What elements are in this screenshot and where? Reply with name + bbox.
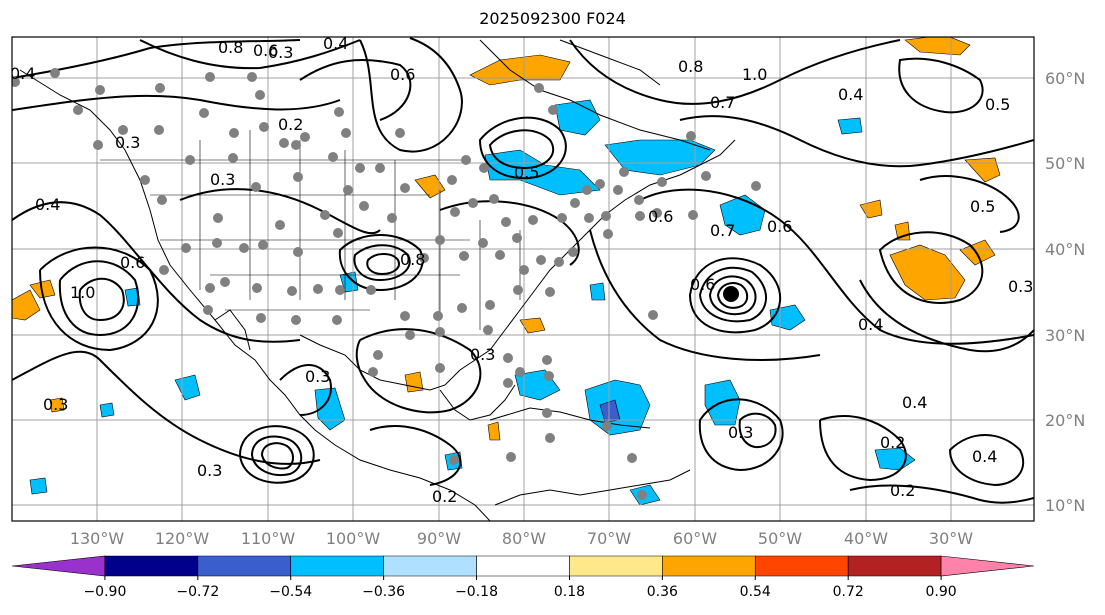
colorbar-segment [662, 555, 756, 577]
contour-label: 0.5 [514, 163, 539, 182]
contour-label: 0.3 [197, 461, 222, 480]
colorbar-tick-label: −0.72 [176, 584, 219, 600]
contour-label: 0.6 [120, 253, 145, 272]
colorbar-segment [197, 555, 292, 577]
contour-label: 0.5 [985, 95, 1010, 114]
contour-label: 0.8 [218, 38, 243, 57]
low-center-dot [723, 286, 739, 302]
lon-label: 30°W [929, 529, 973, 548]
lat-label: 50°N [1045, 154, 1085, 173]
lon-label: 110°W [241, 529, 296, 548]
lat-label: 20°N [1045, 411, 1085, 430]
contour-label: 0.6 [767, 217, 792, 236]
lon-label: 80°W [502, 529, 546, 548]
contour-label: 0.3 [115, 133, 140, 152]
contour-label: 0.4 [902, 393, 927, 412]
lon-label: 50°W [758, 529, 802, 548]
colorbar-segment [940, 555, 1035, 577]
lon-label: 100°W [326, 529, 381, 548]
contour-label: 0.8 [400, 250, 425, 269]
lon-label: 90°W [417, 529, 461, 548]
contour-label: 1.0 [742, 65, 767, 84]
map-title: 2025092300 F024 [479, 9, 626, 28]
colorbar-segment [11, 555, 106, 577]
lon-label: 130°W [70, 529, 125, 548]
contour-label: 0.6 [648, 207, 673, 226]
colorbar-tick-label: 0.18 [554, 584, 585, 600]
lat-label: 40°N [1045, 240, 1085, 259]
contour-lines [12, 37, 1034, 504]
colorbar-segment [383, 555, 477, 577]
colorbar-segment [569, 555, 663, 577]
latitude-labels: 60°N 50°N 40°N 30°N 20°N 10°N [1045, 69, 1085, 515]
lon-label: 120°W [155, 529, 210, 548]
station-dots [12, 68, 761, 500]
contour-label: 0.7 [710, 221, 735, 240]
lat-label: 60°N [1045, 69, 1085, 88]
colorbar-tick-label: −0.54 [269, 584, 312, 600]
colorbar-segment [754, 555, 849, 577]
contour-label: 0.2 [278, 115, 303, 134]
longitude-labels: 130°W 120°W 110°W 100°W 90°W 80°W 70°W 6… [70, 529, 973, 548]
lat-label: 30°N [1045, 326, 1085, 345]
contour-label: 0.8 [678, 57, 703, 76]
contour-label: 0.6 [253, 41, 278, 60]
lon-label: 60°W [673, 529, 717, 548]
contour-label: 0.2 [880, 433, 905, 452]
map-content: 0.8 0.6 0.4 0.2 0.3 0.4 0.6 0.8 1.0 0.7 … [10, 34, 1034, 521]
colorbar-segment [104, 555, 199, 577]
lat-label: 10°N [1045, 496, 1085, 515]
contour-label: 0.2 [890, 481, 915, 500]
contour-label: 0.4 [35, 195, 60, 214]
contour-label: 0.3 [728, 423, 753, 442]
colorbar-segment [290, 555, 384, 577]
contour-label: 0.4 [323, 34, 348, 53]
colorbar-tick-label: 0.36 [647, 584, 678, 600]
contour-label: 0.5 [970, 197, 995, 216]
contour-label: 0.4 [10, 64, 35, 83]
contour-label: 0.3 [1008, 277, 1033, 296]
colorbar-segment [847, 555, 942, 577]
contour-label: 1.0 [70, 283, 95, 302]
coastlines [19, 39, 736, 521]
contour-label: 0.3 [43, 395, 68, 414]
contour-label: 0.3 [210, 170, 235, 189]
contour-label: 0.6 [690, 275, 715, 294]
colorbar-tick-label: 0.90 [926, 584, 957, 600]
contour-label: 0.4 [838, 85, 863, 104]
lon-label: 70°W [587, 529, 631, 548]
colorbar-tick-label: −0.18 [455, 584, 498, 600]
contour-label: 0.4 [858, 315, 883, 334]
contour-label: 0.3 [268, 43, 293, 62]
contour-label: 0.2 [432, 487, 457, 506]
lon-label: 40°W [844, 529, 888, 548]
colorbar-tick-label: 0.54 [740, 584, 771, 600]
contour-labels: 0.8 0.6 0.4 0.2 0.3 0.4 0.6 0.8 1.0 0.7 … [10, 34, 1033, 506]
colorbar: −0.90 −0.72 −0.54 −0.36 −0.18 0.18 0.36 0.54 0.7… [11, 555, 1035, 600]
gridlines [12, 37, 1034, 521]
contour-label: 0.3 [305, 367, 330, 386]
map-frame [11, 36, 1035, 522]
contour-label: 0.7 [710, 93, 735, 112]
contour-label: 0.3 [470, 345, 495, 364]
colorbar-tick-label: −0.90 [83, 584, 126, 600]
colorbar-tick-label: −0.36 [362, 584, 405, 600]
colorbar-tick-label: 0.72 [833, 584, 864, 600]
colorbar-segment [476, 555, 570, 577]
contour-label: 0.6 [390, 65, 415, 84]
contour-label: 0.4 [972, 447, 997, 466]
